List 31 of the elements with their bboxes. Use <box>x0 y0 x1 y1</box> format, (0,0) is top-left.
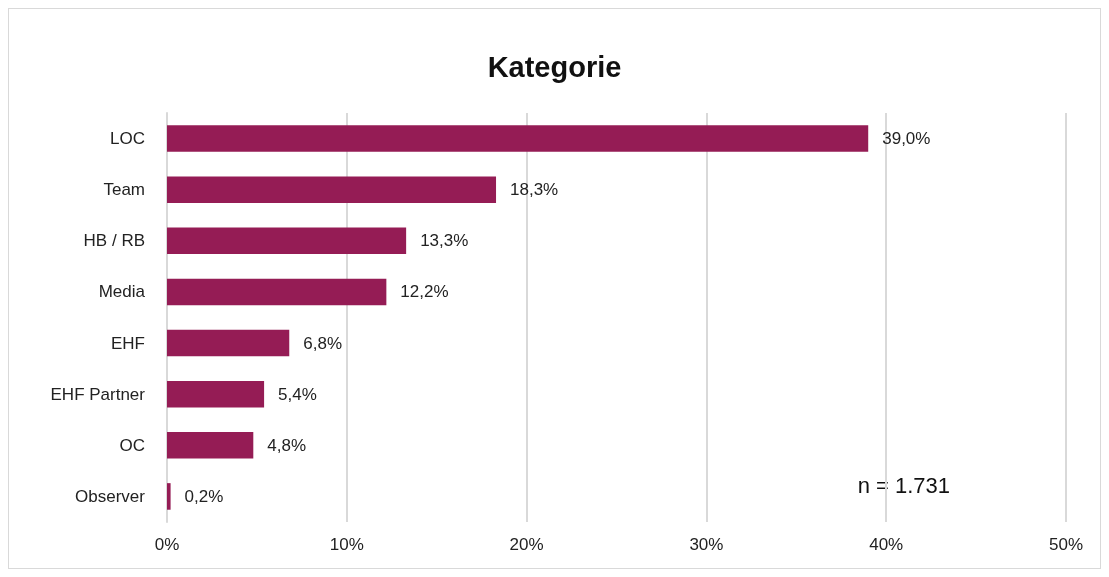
y-tick-label: Observer <box>75 486 146 506</box>
data-label: 39,0% <box>882 129 931 149</box>
y-tick-label: Team <box>103 180 145 200</box>
y-tick-label: OC <box>119 435 145 455</box>
bar <box>167 125 869 152</box>
bar <box>167 483 171 510</box>
bar <box>167 432 254 459</box>
x-tick-label: 40% <box>869 535 904 554</box>
chart-title: Kategorie <box>487 50 622 83</box>
data-label: 0,2% <box>184 486 224 506</box>
y-tick-label: EHF <box>111 333 145 353</box>
bar <box>167 380 265 408</box>
y-tick-label: LOC <box>110 129 145 149</box>
data-label: 18,3% <box>510 180 559 200</box>
x-tick-label: 0% <box>154 535 180 554</box>
bar <box>167 227 407 255</box>
data-label: 6,8% <box>303 333 343 353</box>
x-tick-label: 50% <box>1048 535 1084 554</box>
y-tick-label: HB / RB <box>83 231 145 251</box>
x-tick-label: 20% <box>509 535 544 554</box>
bar <box>167 278 387 306</box>
x-tick-label: 30% <box>689 535 724 554</box>
y-tick-label: Media <box>98 282 146 302</box>
x-tick-label: 10% <box>329 535 364 554</box>
data-label: 12,2% <box>400 282 449 302</box>
bar <box>167 329 290 357</box>
y-tick-label: EHF Partner <box>50 384 146 404</box>
data-label: 13,3% <box>420 231 469 251</box>
bar <box>167 176 497 203</box>
data-label: 5,4% <box>278 384 317 404</box>
data-label: 4,8% <box>267 435 307 455</box>
